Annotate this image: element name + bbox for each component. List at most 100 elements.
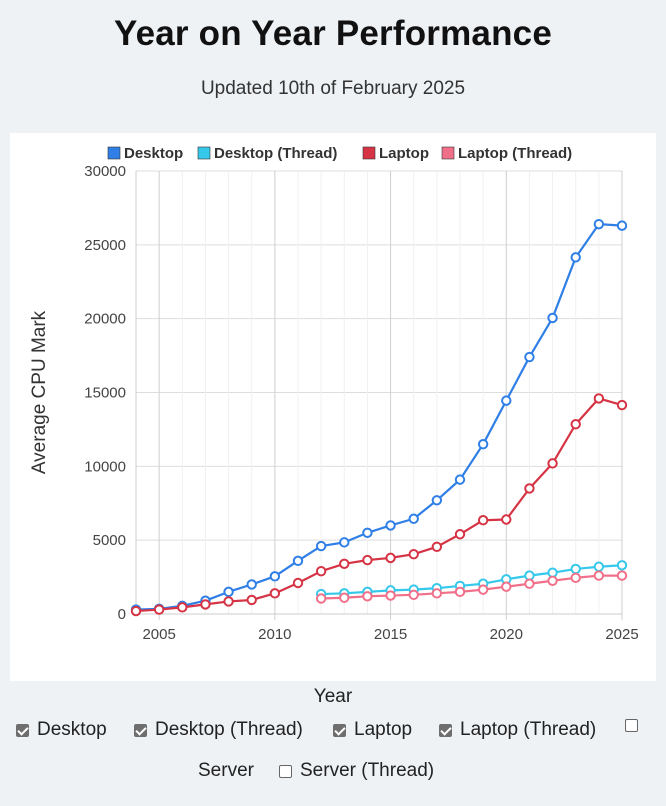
data-point[interactable] [431, 588, 443, 599]
data-point[interactable] [454, 474, 466, 485]
data-point[interactable] [408, 589, 419, 601]
toggle-server[interactable] [625, 719, 638, 732]
data-point[interactable] [223, 596, 234, 607]
legend-label[interactable]: Desktop [124, 145, 183, 162]
y-tick-label: 10000 [84, 458, 126, 475]
toggle-desktop-thread[interactable]: Desktop (Thread) [134, 719, 303, 741]
data-point[interactable] [547, 458, 558, 469]
checkbox-icon[interactable] [279, 764, 292, 778]
data-point[interactable] [431, 541, 443, 553]
data-point[interactable] [570, 252, 581, 263]
legend-label[interactable]: Laptop [379, 145, 429, 162]
data-point[interactable] [616, 560, 628, 571]
checkbox-icon[interactable] [439, 723, 452, 737]
toggle-label: Server (Thread) [300, 760, 435, 781]
page-title: Year on Year Performance [113, 14, 552, 53]
data-point[interactable] [570, 419, 581, 430]
data-point[interactable] [339, 558, 350, 569]
toggle-laptop-thread[interactable]: Laptop (Thread) [439, 719, 596, 741]
page-subtitle: Updated 10th of February 2025 [200, 78, 466, 99]
legend-swatch[interactable] [107, 146, 121, 160]
toggle-server-thread[interactable]: Server (Thread) [279, 760, 434, 782]
data-point[interactable] [385, 590, 396, 601]
data-point[interactable] [223, 586, 234, 598]
y-tick-label: 20000 [84, 311, 126, 328]
y-tick-label: 25000 [84, 237, 126, 254]
legend-swatch[interactable] [197, 146, 211, 160]
data-point[interactable] [431, 495, 443, 506]
data-point[interactable] [200, 599, 211, 610]
data-point[interactable] [501, 395, 512, 406]
data-point[interactable] [362, 554, 373, 566]
data-point[interactable] [524, 483, 535, 494]
toggle-laptop[interactable]: Laptop [333, 719, 412, 741]
data-point[interactable] [593, 393, 605, 404]
toggle-label: Desktop [37, 719, 107, 740]
performance-chart: 0 5000 10000 15000 20000 25000 30000 2005 2010 20… [29, 145, 639, 643]
data-point[interactable] [547, 312, 558, 324]
data-point[interactable] [454, 529, 466, 540]
x-axis-label: Year [313, 686, 353, 707]
data-point[interactable] [477, 584, 489, 595]
data-point[interactable] [570, 572, 581, 584]
data-point[interactable] [593, 561, 605, 572]
data-point[interactable] [292, 555, 304, 567]
data-point[interactable] [177, 602, 188, 613]
x-tick-label: 2025 [605, 626, 638, 643]
x-tick-label: 2015 [374, 626, 407, 643]
toggle-label: Laptop (Thread) [460, 719, 597, 740]
y-tick-label: 30000 [84, 163, 126, 180]
toggle-desktop[interactable]: Desktop [16, 719, 107, 741]
data-point[interactable] [524, 351, 535, 363]
data-point[interactable] [153, 604, 165, 615]
legend-label[interactable]: Laptop (Thread) [458, 145, 572, 162]
data-point[interactable] [362, 591, 373, 602]
data-point[interactable] [501, 514, 512, 525]
checkbox-icon[interactable] [16, 723, 29, 737]
data-point[interactable] [315, 593, 327, 604]
x-tick-label: 2010 [258, 626, 291, 643]
data-point[interactable] [315, 565, 327, 577]
data-point[interactable] [477, 515, 489, 526]
legend-swatch[interactable] [441, 146, 455, 160]
y-tick-label: 0 [118, 606, 126, 623]
y-tick-label: 15000 [84, 385, 126, 402]
data-point[interactable] [408, 548, 419, 560]
toggle-label: Desktop (Thread) [155, 719, 303, 740]
checkbox-icon[interactable] [134, 723, 147, 737]
data-point[interactable] [130, 605, 142, 617]
data-point[interactable] [315, 540, 327, 552]
data-point[interactable] [269, 571, 281, 582]
data-point[interactable] [616, 220, 628, 231]
data-point[interactable] [477, 438, 489, 450]
data-point[interactable] [246, 594, 257, 606]
data-point[interactable] [616, 570, 628, 581]
legend-swatch[interactable] [362, 146, 376, 160]
data-point[interactable] [292, 577, 304, 589]
data-point[interactable] [339, 592, 350, 603]
data-point[interactable] [593, 218, 605, 230]
data-point[interactable] [501, 581, 512, 592]
series-line-0 [135, 223, 623, 611]
data-point[interactable] [362, 527, 373, 538]
data-point[interactable] [570, 563, 581, 575]
data-point[interactable] [524, 578, 535, 589]
data-point[interactable] [616, 399, 628, 411]
data-point[interactable] [269, 588, 281, 599]
chart-panel: 0 5000 10000 15000 20000 25000 30000 2005 2010 20… [10, 133, 656, 681]
checkbox-icon[interactable] [625, 719, 638, 732]
data-point[interactable] [547, 575, 558, 586]
data-point[interactable] [593, 570, 605, 581]
data-point[interactable] [339, 537, 350, 548]
legend-label[interactable]: Desktop (Thread) [214, 145, 337, 162]
data-point[interactable] [246, 579, 257, 590]
data-point[interactable] [385, 520, 396, 531]
data-point[interactable] [408, 513, 419, 524]
checkbox-icon[interactable] [333, 723, 346, 737]
data-point[interactable] [385, 552, 396, 564]
series-line-2 [135, 397, 623, 613]
toggle-label: Laptop [354, 719, 413, 740]
data-point[interactable] [454, 586, 466, 598]
x-tick-label: 2005 [142, 626, 175, 643]
y-tick-label: 5000 [93, 532, 126, 549]
